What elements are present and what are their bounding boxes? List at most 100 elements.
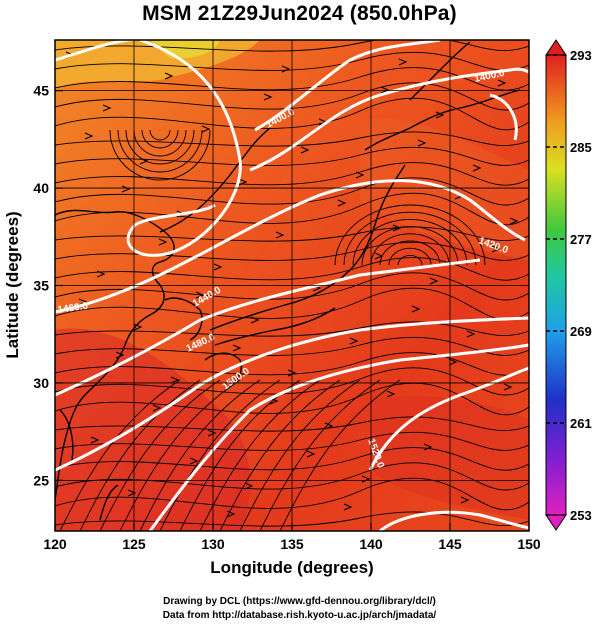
credit-data: Data from http://database.rish.kyoto-u.a… (162, 610, 437, 621)
streamline (55, 82, 529, 111)
streamline-arrow (337, 199, 347, 207)
warm-region-east (370, 396, 529, 520)
height-contours (55, 40, 529, 531)
colorbar-top-arrow (545, 39, 567, 56)
y-axis-title: Latitude (degrees) (3, 211, 22, 358)
colorbar-bottom-arrow (545, 514, 567, 531)
y-tick-label: 45 (33, 83, 49, 99)
y-tick-label: 30 (33, 375, 49, 391)
x-axis-title: Longitude (degrees) (210, 558, 373, 577)
graticule (55, 40, 529, 531)
streamline-arrow (355, 171, 365, 179)
streamline (361, 226, 459, 266)
streamline (55, 97, 529, 131)
streamline-arrow (503, 383, 513, 391)
streamline (55, 287, 529, 321)
streamline-arrow (429, 277, 439, 285)
streamline-arrow (349, 337, 359, 345)
coolest-region (150, 40, 220, 59)
streamline-arrow (244, 482, 254, 490)
colorbar-tick-label: 277 (570, 232, 592, 247)
streamline (117, 129, 203, 173)
streamline-arrow (121, 185, 131, 193)
streamline-arrow (491, 245, 501, 253)
streamline-arrow (96, 270, 106, 278)
x-axis-ticks: 120 125 130 135 140 145 150 (43, 523, 541, 552)
streamline (379, 240, 441, 266)
streamline (55, 51, 529, 71)
contour-line (126, 40, 242, 257)
streamline-arrow (509, 217, 519, 225)
streamline-arrow (127, 489, 137, 497)
streamline-arrow (398, 58, 408, 66)
streamline (55, 146, 529, 166)
streamline-arrow (238, 178, 248, 186)
streamline-arrow (300, 146, 310, 154)
contour-line (254, 40, 441, 132)
contour-line (379, 510, 529, 531)
streamline-arrow (417, 139, 427, 147)
streamline (199, 379, 321, 531)
streamline-arrow (78, 298, 88, 306)
contour-line (249, 67, 529, 172)
y-tick-label: 40 (33, 180, 49, 196)
colorbar-scale (545, 54, 567, 516)
contour-line (55, 316, 529, 472)
streamline (343, 211, 477, 266)
streamline-arrow (460, 496, 470, 504)
x-tick-label: 135 (280, 536, 304, 552)
map-title: MSM 21Z29Jun2024 (850.0hPa) (142, 2, 457, 25)
streamline (279, 379, 401, 531)
streamline-arrow (374, 252, 384, 260)
streamline-arrow (287, 369, 297, 377)
colorbar-tick-label: 269 (570, 324, 592, 339)
streamline (388, 247, 432, 266)
contour-line (55, 179, 526, 314)
streamline (259, 379, 381, 531)
contour-line (55, 40, 144, 62)
streamline (125, 129, 195, 165)
streamline-arrow (152, 404, 162, 412)
credit-drawing: Drawing by DCL (https://www.gfd-dennou.o… (163, 596, 436, 607)
streamline (55, 131, 529, 147)
streamline-arrow (275, 231, 285, 239)
coastlines (55, 41, 521, 521)
streamline (370, 233, 450, 266)
colorbar-tick-label: 293 (570, 48, 592, 63)
y-axis-ticks: 25 30 35 40 45 (33, 83, 63, 488)
streamline (55, 477, 529, 511)
streamline (219, 379, 341, 531)
streamline (55, 431, 529, 451)
streamline (55, 192, 529, 226)
colorbar-tick-label: 285 (570, 140, 592, 155)
streamline (55, 447, 529, 471)
streamline (352, 219, 468, 266)
streamline-arrow (195, 291, 205, 299)
streamline-arrow (158, 238, 168, 246)
streamline-arrow (411, 305, 421, 313)
streamline-arrow (226, 510, 236, 518)
streamline-arrow (361, 475, 371, 483)
streamline-arrow (115, 351, 125, 359)
streamline (397, 254, 423, 266)
x-tick-label: 125 (122, 536, 146, 552)
colorbar: 253 261 269 277 285 293 (545, 39, 592, 531)
streamline-arrow (250, 316, 260, 324)
streamline (55, 40, 529, 52)
streamline-arrow (466, 330, 476, 338)
streamline (55, 226, 529, 242)
y-tick-label: 25 (33, 472, 49, 488)
streamline-arrow (164, 72, 174, 80)
y-tick-label: 35 (33, 278, 49, 294)
streamline-arrow (472, 164, 482, 172)
streamline (99, 379, 221, 531)
streamline (239, 379, 361, 531)
streamline (55, 367, 529, 396)
streamline-arrow (392, 224, 402, 232)
contour-label: 1460.0 (57, 301, 89, 316)
streamline (59, 379, 181, 531)
streamline-arrow (448, 358, 458, 366)
streamline-arrow (324, 422, 334, 430)
contour-line (368, 366, 529, 471)
